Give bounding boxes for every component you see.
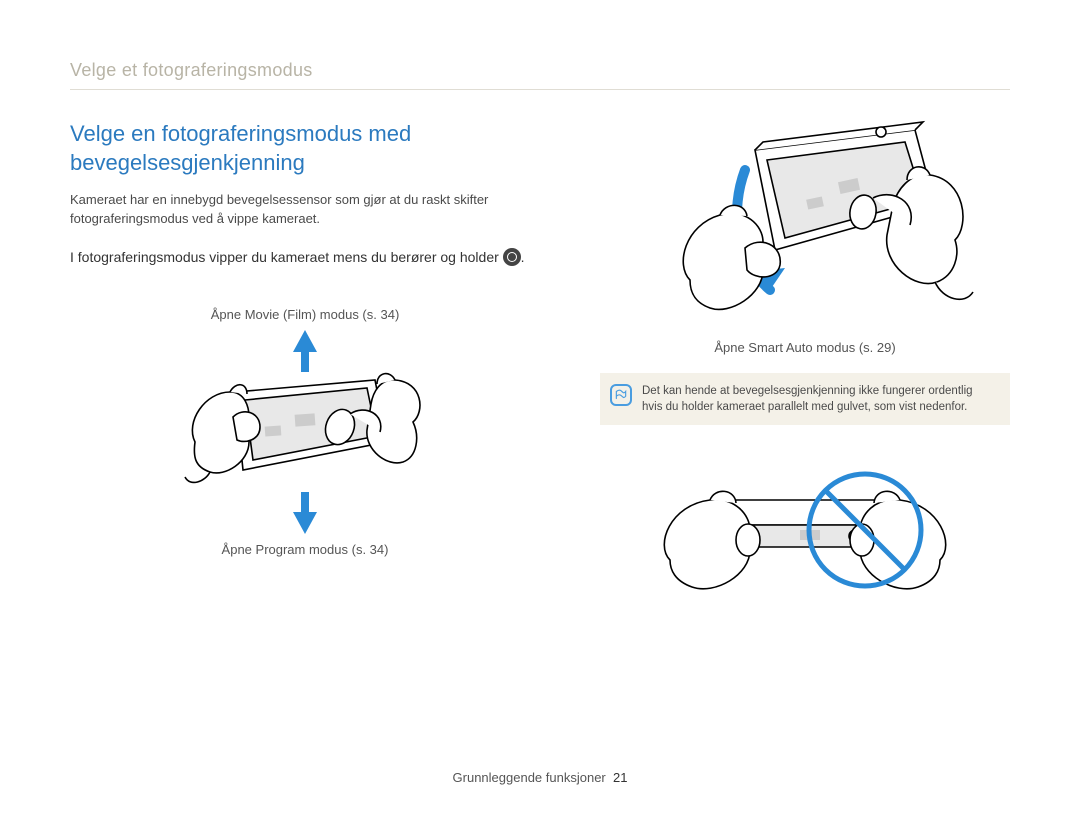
- instruction-text-post: .: [521, 249, 525, 265]
- note-icon: [610, 384, 632, 406]
- main-heading: Velge en fotograferingsmodus med bevegel…: [70, 120, 540, 177]
- page-footer: Grunnleggende funksjoner 21: [0, 770, 1080, 785]
- instruction-line: I fotograferingsmodus vipper du kameraet…: [70, 247, 540, 267]
- hands-camera-tilt-illustration: [175, 322, 435, 542]
- right-column: Åpne Smart Auto modus (s. 29) Det kan he…: [600, 120, 1010, 627]
- left-column: Velge en fotograferingsmodus med bevegel…: [70, 120, 540, 627]
- arrow-up-icon: [293, 330, 317, 372]
- footer-page-number: 21: [613, 770, 627, 785]
- caption-smart-auto: Åpne Smart Auto modus (s. 29): [600, 340, 1010, 355]
- hands-camera-side-illustration: [635, 120, 975, 340]
- caption-movie: Åpne Movie (Film) modus (s. 34): [70, 307, 540, 322]
- note-text: Det kan hende at bevegelsesgjenkjenning …: [642, 383, 996, 415]
- arrow-down-icon: [293, 492, 317, 534]
- instruction-text-pre: I fotograferingsmodus vipper du kameraet…: [70, 249, 503, 265]
- footer-label: Grunnleggende funksjoner: [453, 770, 606, 785]
- figure-movie-mode: Åpne Movie (Film) modus (s. 34): [70, 307, 540, 557]
- figure-smart-auto: Åpne Smart Auto modus (s. 29): [600, 120, 1010, 355]
- note-box: Det kan hende at bevegelsesgjenkjenning …: [600, 373, 1010, 425]
- mode-dial-icon: [503, 248, 521, 266]
- page-header-title: Velge et fotograferingsmodus: [70, 60, 1010, 90]
- intro-paragraph: Kameraet har en innebygd bevegelsessenso…: [70, 191, 540, 229]
- figure-prohibit: [600, 445, 1010, 615]
- caption-program: Åpne Program modus (s. 34): [70, 542, 540, 557]
- hands-camera-flat-illustration: [640, 445, 970, 615]
- content-columns: Velge en fotograferingsmodus med bevegel…: [70, 120, 1010, 627]
